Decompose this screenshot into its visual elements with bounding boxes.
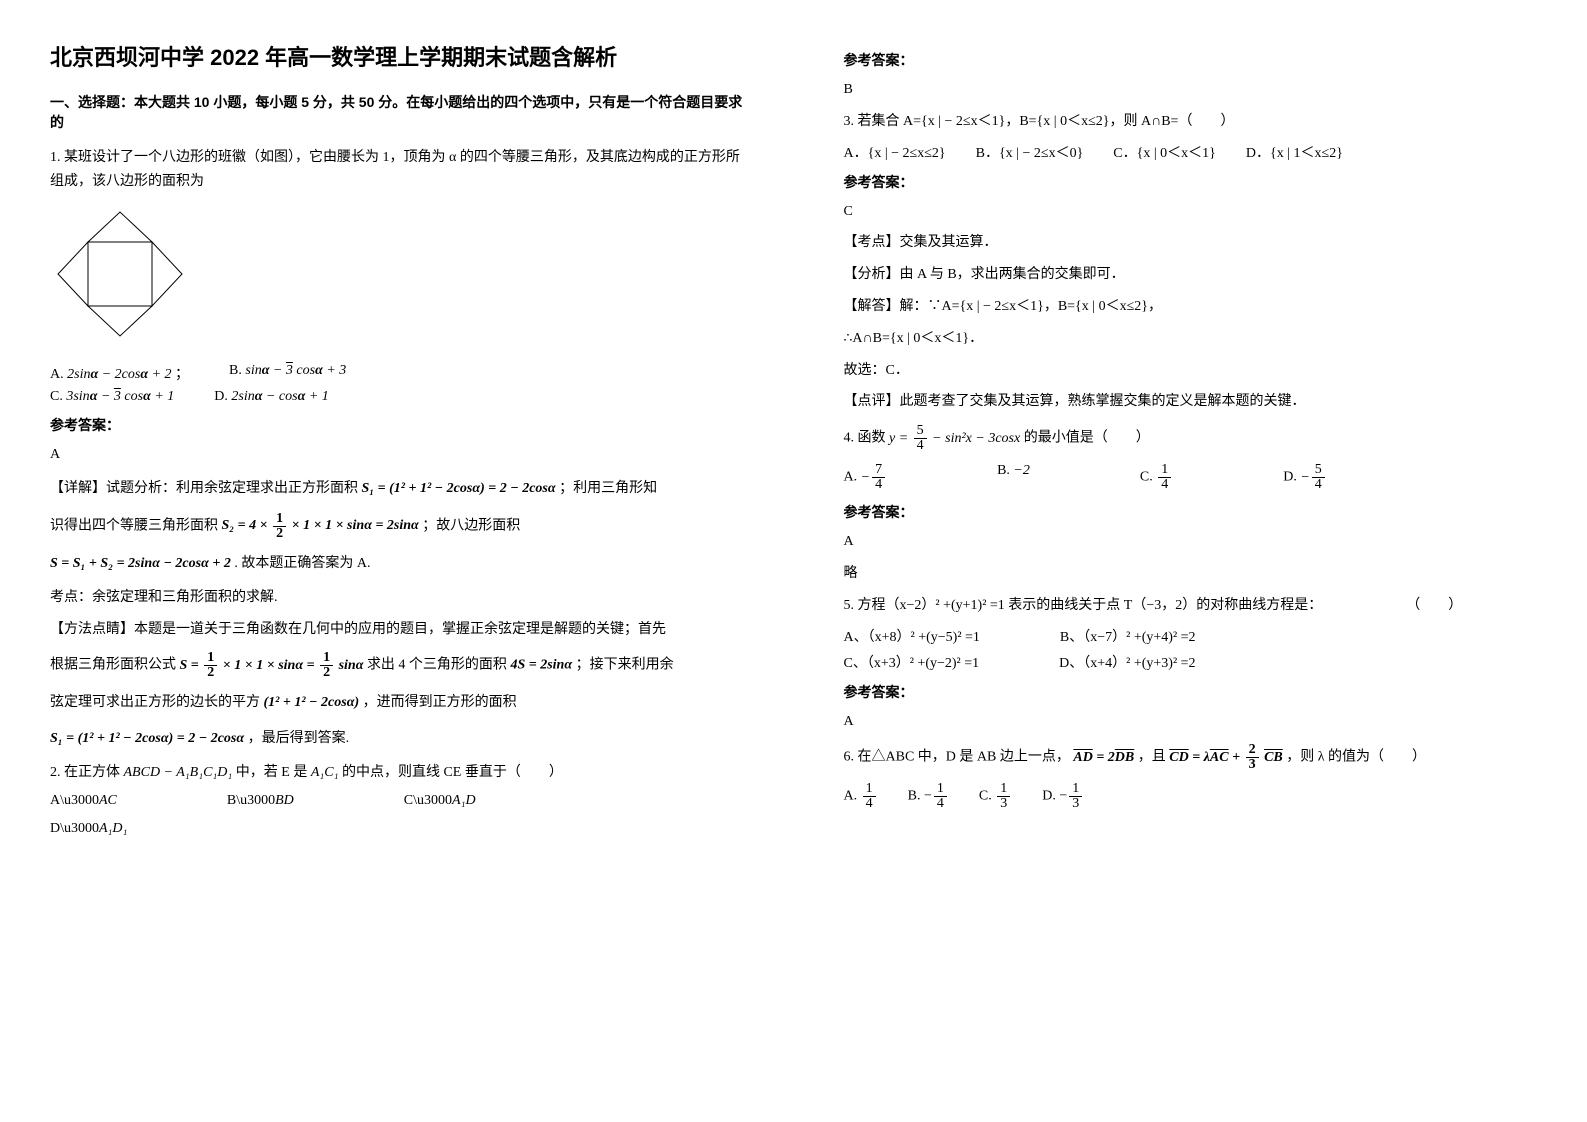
answer-label-1: 参考答案： [50,415,744,435]
q1-m3b: ，进而得到正方形的面积 [363,695,517,710]
q3-kaodian: 【考点】交集及其运算． [844,231,1538,255]
q2-option-b: B\u3000BD [227,793,294,809]
q6-option-d: D. −13 [1042,782,1084,811]
page-title: 北京西坝河中学 2022 年高一数学理上学期期末试题含解析 [50,40,744,72]
q4-option-a: A. −74 [844,463,888,492]
q1-dl2b: ；故八边形面积 [422,518,520,533]
q4-option-d: D. −54 [1283,463,1327,492]
answer-label-3: 参考答案： [844,172,1538,192]
q5-options-row1: A、（x+8）² +(y−5)² =1 B、（x−7）² +(y+4)² =2 [844,626,1538,646]
q5-options-row2: C、（x+3）² +(y−2)² =1 D、（x+4）² +(y+3)² =2 [844,652,1538,672]
q4-options: A. −74 B. −2 C. 14 D. −54 [844,463,1538,492]
q3-option-b: B．{x | − 2≤x＜0} [976,142,1084,162]
q6-mid: ，且 [1138,750,1166,765]
q5-option-c: C、（x+3）² +(y−2)² =1 [844,652,980,672]
q1-detail-3: S = S₁ + S₂ = 2sinα − 2cosα + 2 . 故本题正确答… [50,551,744,576]
q6-stem: 6. 在△ABC 中，D 是 AB 边上一点， AD = 2DB ，且 CD =… [844,743,1538,772]
q3-answer: C [844,200,1538,224]
q3-option-a: A．{x | − 2≤x≤2} [844,142,946,162]
q4-lue: 略 [844,562,1538,586]
q2-seg: A₁C₁ [311,765,339,780]
q4-answer: A [844,530,1538,554]
q4-option-b: B. −2 [997,463,1030,492]
q1-m2c: ；接下来利用余 [576,658,674,673]
q5-option-d: D、（x+4）² +(y+3)² =2 [1059,652,1195,672]
q1-method-1: 【方法点睛】本题是一道关于三角函数在几何中的应用的题目，掌握正余弦定理是解题的关… [50,618,744,642]
left-column: 北京西坝河中学 2022 年高一数学理上学期期末试题含解析 一、选择题：本大题共… [0,0,794,1122]
q3-jieda3: 故选：C． [844,359,1538,383]
q1-detail-2: 识得出四个等腰三角形面积 S₂ = 4 × 12 × 1 × 1 × sinα … [50,512,744,541]
answer-label-4: 参考答案： [844,502,1538,522]
q1-dl2a: 识得出四个等腰三角形面积 [50,518,218,533]
q5-answer: A [844,710,1538,734]
q4-sa: 4. 函数 [844,431,886,446]
q2-option-a: A\u3000AC [50,793,117,809]
q5-option-b: B、（x−7）² +(y+4)² =2 [1060,626,1196,646]
q2-option-c: C\u3000A₁D [404,793,476,809]
q1-detail-1: 【详解】试题分析：利用余弦定理求出正方形面积 S₁ = (1² + 1² − 2… [50,476,744,501]
q3-option-d: D．{x | 1＜x≤2} [1246,142,1343,162]
q3-stem: 3. 若集合 A={x | − 2≤x＜1}，B={x | 0＜x≤2}，则 A… [844,110,1538,134]
q2-sa: 2. 在正方体 [50,765,120,780]
q1-detail-label: 【详解】试题分析：利用余弦定理求出正方形面积 [50,481,358,496]
section-one-heading: 一、选择题：本大题共 10 小题，每小题 5 分，共 50 分。在每小题给出的四… [50,92,744,132]
q1-dl3: . 故本题正确答案为 A. [234,556,370,571]
q6-option-b: B. −14 [908,782,949,811]
q1-options-row2: C. 3sinα − 3 cosα + 1 D. 2sinα − cosα + … [50,389,744,405]
q2-option-d: D\u3000A₁D₁ [50,817,744,841]
q3-option-c: C．{x | 0＜x＜1} [1113,142,1216,162]
q1-option-b: B. sinα − 3 cosα + 3 [229,363,346,383]
q2-sb: 中，若 E 是 [236,765,308,780]
q1-m2b: 求出 4 个三角形的面积 [367,658,507,673]
q6-sa: 6. 在△ABC 中，D 是 AB 边上一点， [844,750,1070,765]
q2-options: A\u3000AC B\u3000BD C\u3000A₁D [50,793,744,809]
q1-method-2: 根据三角形面积公式 S = 12 × 1 × 1 × sinα = 12 sin… [50,651,744,680]
q4-stem: 4. 函数 y = 54 − sin²x − 3cosx 的最小值是（ ） [844,424,1538,453]
q1-kaodian: 考点：余弦定理和三角形面积的求解. [50,586,744,610]
q2-stem: 2. 在正方体 ABCD − A₁B₁C₁D₁ 中，若 E 是 A₁C₁ 的中点… [50,761,744,785]
q1-option-c: C. 3sinα − 3 cosα + 1 [50,389,174,405]
q3-jieda2: ∴A∩B={x | 0＜x＜1}． [844,327,1538,351]
q5-option-a: A、（x+8）² +(y−5)² =1 [844,626,980,646]
q1-detail-tail1: ；利用三角形知 [559,481,657,496]
q4-option-c: C. 14 [1140,463,1173,492]
q1-figure [50,204,744,349]
q1-m2a: 根据三角形面积公式 [50,658,176,673]
q2-answer: B [844,78,1538,102]
right-column: 参考答案： B 3. 若集合 A={x | − 2≤x＜1}，B={x | 0＜… [794,0,1587,1122]
q3-fenxi: 【分析】由 A 与 B，求出两集合的交集即可． [844,263,1538,287]
q1-answer: A [50,443,744,467]
q3-dianping: 【点评】此题考查了交集及其运算，熟练掌握交集的定义是解本题的关键． [844,390,1538,414]
q3-jieda1: 【解答】解：∵A={x | − 2≤x＜1}，B={x | 0＜x≤2}， [844,295,1538,319]
q5-stem: 5. 方程（x−2）² +(y+1)² =1 表示的曲线关于点 T（−3，2）的… [844,594,1538,618]
q1-method-3: 弦定理可求出正方形的边长的平方 (1² + 1² − 2cosα) ，进而得到正… [50,690,744,715]
q4-sb: 的最小值是（ ） [1024,431,1150,446]
q2-sc: 的中点，则直线 CE 垂直于（ ） [342,765,563,780]
q1-option-a: A. 2sinα − 2cosα + 2 ； [50,363,189,383]
q1-option-d: D. 2sinα − cosα + 1 [214,389,329,405]
q1-stem: 1. 某班设计了一个八边形的班徽（如图），它由腰长为 1，顶角为 α 的四个等腰… [50,146,744,194]
q6-option-a: A. 14 [844,782,878,811]
q3-options: A．{x | − 2≤x≤2} B．{x | − 2≤x＜0} C．{x | 0… [844,142,1538,162]
q1-method-4: S₁ = (1² + 1² − 2cosα) = 2 − 2cosα ，最后得到… [50,726,744,751]
q6-options: A. 14 B. −14 C. 13 D. −13 [844,782,1538,811]
q6-option-c: C. 13 [979,782,1012,811]
q1-m3a: 弦定理可求出正方形的边长的平方 [50,695,260,710]
answer-label-2: 参考答案： [844,50,1538,70]
q2-cube: ABCD − A₁B₁C₁D₁ [124,765,233,780]
q1-options-row1: A. 2sinα − 2cosα + 2 ； B. sinα − 3 cosα … [50,363,744,383]
q1-m4: ，最后得到答案. [248,731,350,746]
answer-label-5: 参考答案： [844,682,1538,702]
q6-sb: ，则 λ 的值为（ ） [1286,750,1426,765]
